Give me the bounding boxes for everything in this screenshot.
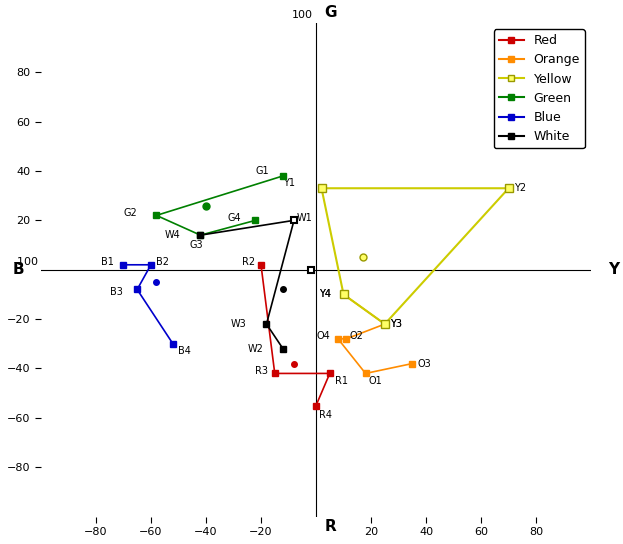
Text: G: G <box>325 5 337 21</box>
Text: Y3: Y3 <box>391 319 402 329</box>
Text: R2: R2 <box>242 257 255 267</box>
Text: W4: W4 <box>164 230 181 240</box>
Text: O1: O1 <box>368 376 382 386</box>
Text: O3: O3 <box>418 358 432 368</box>
Text: G2: G2 <box>123 208 137 218</box>
Text: R3: R3 <box>255 366 269 376</box>
Text: B: B <box>13 262 25 277</box>
Text: O2: O2 <box>349 331 363 342</box>
Text: R: R <box>325 519 336 534</box>
Text: W1: W1 <box>297 213 313 223</box>
Text: W3: W3 <box>231 319 247 329</box>
Text: R1: R1 <box>335 376 348 386</box>
Text: Y2: Y2 <box>514 183 526 193</box>
Text: G1: G1 <box>255 166 269 176</box>
Text: B1: B1 <box>102 257 114 267</box>
Text: G4: G4 <box>228 213 242 223</box>
Text: B2: B2 <box>156 257 169 267</box>
Text: Y3: Y3 <box>391 319 402 329</box>
Text: Y4: Y4 <box>319 289 331 299</box>
Legend: Red, Orange, Yellow, Green, Blue, White: Red, Orange, Yellow, Green, Blue, White <box>493 29 585 149</box>
Text: 100: 100 <box>292 10 313 20</box>
Text: B4: B4 <box>178 346 191 356</box>
Text: O4: O4 <box>316 331 330 342</box>
Text: Y4: Y4 <box>319 289 331 299</box>
Text: W2: W2 <box>247 344 263 354</box>
Text: Y: Y <box>607 262 619 277</box>
Text: -100: -100 <box>13 257 38 267</box>
Text: Y1: Y1 <box>283 178 295 188</box>
Text: B3: B3 <box>110 287 123 297</box>
Text: R4: R4 <box>319 410 332 421</box>
Text: G3: G3 <box>189 240 203 250</box>
